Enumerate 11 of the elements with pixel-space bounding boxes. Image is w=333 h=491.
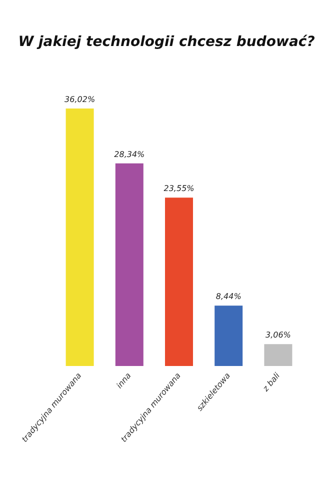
data-label: 8,44% bbox=[216, 292, 242, 302]
data-label: 23,55% bbox=[164, 184, 194, 194]
bar bbox=[115, 163, 144, 366]
bar bbox=[165, 198, 193, 366]
chart-title: W jakiej technologii chcesz budować? bbox=[18, 34, 315, 50]
bar bbox=[214, 306, 243, 366]
data-label: 28,34% bbox=[114, 150, 145, 159]
bar bbox=[66, 108, 94, 366]
data-label: 36,02% bbox=[64, 94, 96, 104]
bar bbox=[264, 344, 292, 366]
data-label: 3,06% bbox=[265, 330, 291, 340]
